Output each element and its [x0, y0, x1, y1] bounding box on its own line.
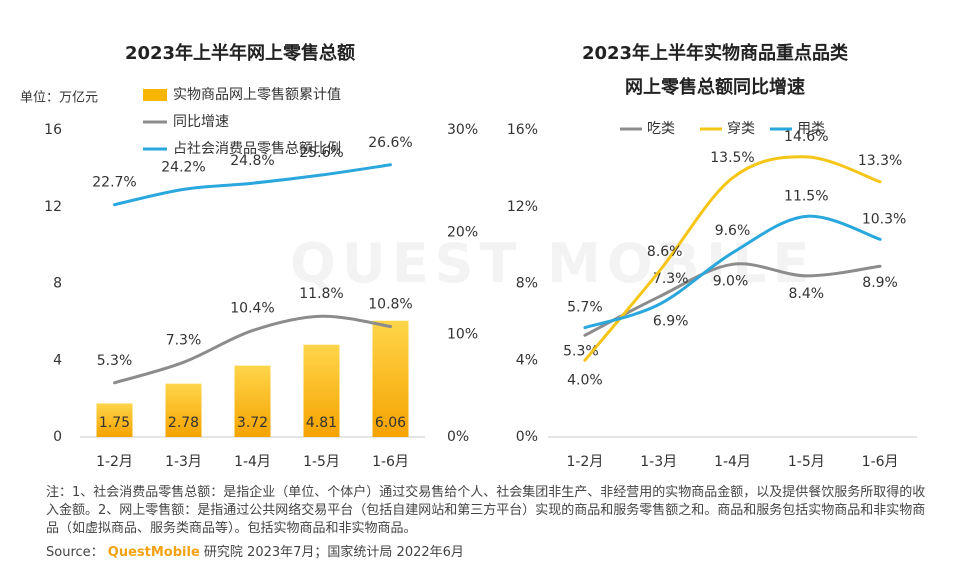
legend-label-right: 吃类 [647, 121, 675, 137]
right-y-tick: 12% [507, 199, 538, 215]
right-data-label: 13.3% [858, 153, 902, 169]
share-data-label: 22.7% [92, 175, 136, 191]
left-x-tick: 1-5月 [303, 454, 340, 470]
bar-data-label: 1.75 [99, 415, 130, 431]
share-data-label: 25.6% [299, 145, 343, 161]
line-series-2 [583, 155, 882, 362]
right-x-tick: 1-2月 [566, 454, 603, 470]
legend-label-line: 占社会消费品零售总额比例 [173, 141, 341, 157]
bar-online-retail [234, 365, 271, 437]
line-share-of-retail [113, 163, 392, 207]
right-chart-title-line2: 网上零售总额同比增速 [625, 77, 805, 98]
bar-data-label: 4.81 [306, 415, 337, 431]
right-data-label: 10.3% [862, 211, 906, 227]
left-y2-tick: 30% [447, 122, 478, 138]
right-x-tick: 1-4月 [714, 454, 751, 470]
left-y2-tick: 10% [447, 327, 478, 343]
left-y-tick: 12 [44, 199, 62, 215]
left-chart-title: 2023年上半年网上零售总额 [124, 43, 356, 64]
right-y-tick: 0% [516, 429, 538, 445]
legend-label-right: 用类 [797, 121, 825, 137]
bar-data-label: 6.06 [375, 415, 406, 431]
bar-online-retail [303, 344, 340, 437]
left-unit-label: 单位：万亿元 [20, 91, 98, 106]
left-x-tick: 1-4月 [234, 454, 271, 470]
line-series-1 [583, 262, 882, 337]
right-data-label: 13.5% [710, 150, 754, 166]
yoy-data-label: 10.8% [368, 296, 412, 312]
source-line: Source： QuestMobile 研究院 2023年7月；国家统计局 20… [46, 541, 464, 560]
left-y-tick: 8 [53, 276, 62, 292]
share-data-label: 26.6% [368, 135, 412, 151]
right-x-tick: 1-3月 [640, 454, 677, 470]
right-data-label: 5.7% [567, 300, 603, 316]
source-brand: QuestMobile [107, 545, 200, 560]
left-y2-tick: 0% [447, 429, 469, 445]
bar-data-label: 2.78 [168, 415, 199, 431]
share-data-label: 24.2% [161, 159, 205, 175]
legend-label-line: 同比增速 [173, 114, 229, 130]
bar-online-retail [165, 383, 202, 437]
legend-label-right: 穿类 [727, 121, 755, 137]
left-x-tick: 1-3月 [165, 454, 202, 470]
left-y-tick: 4 [53, 352, 62, 368]
right-data-label: 8.6% [647, 244, 683, 260]
yoy-data-label: 5.3% [97, 353, 133, 369]
left-x-tick: 1-2月 [96, 454, 133, 470]
right-data-label: 14.6% [784, 129, 828, 145]
footnote: 注：1、社会消费品零售总额：是指企业（单位、个体户）通过交易售给个人、社会集团非… [46, 485, 926, 536]
right-data-label: 6.9% [653, 314, 689, 330]
right-data-label: 9.0% [713, 273, 749, 289]
bar-data-label: 3.72 [237, 415, 268, 431]
yoy-data-label: 10.4% [230, 301, 274, 317]
legend-label-bar: 实物商品网上零售额累计值 [173, 87, 341, 103]
right-data-label: 11.5% [784, 188, 828, 204]
legend-swatch-bar [143, 89, 167, 101]
right-y-tick: 4% [516, 352, 538, 368]
right-data-label: 8.4% [789, 286, 825, 302]
yoy-data-label: 11.8% [299, 286, 343, 302]
right-data-label: 7.3% [653, 271, 689, 287]
right-y-tick: 16% [507, 122, 538, 138]
left-y-tick: 0 [53, 429, 62, 445]
right-chart-title-line1: 2023年上半年实物商品重点品类 [581, 43, 849, 64]
right-x-tick: 1-6月 [862, 454, 899, 470]
yoy-data-label: 7.3% [166, 332, 202, 348]
source-detail: 研究院 2023年7月；国家统计局 2022年6月 [203, 545, 464, 560]
left-y-tick: 16 [44, 122, 62, 138]
line-yoy-growth [113, 314, 392, 385]
bar-online-retail [372, 320, 409, 437]
right-data-label: 4.0% [567, 372, 603, 388]
right-y-tick: 8% [516, 276, 538, 292]
line-series-3 [583, 214, 882, 330]
left-x-tick: 1-6月 [372, 454, 409, 470]
share-data-label: 24.8% [230, 153, 274, 169]
right-data-label: 9.6% [715, 223, 751, 239]
right-x-tick: 1-5月 [788, 454, 825, 470]
right-data-label: 8.9% [862, 275, 898, 291]
left-y2-tick: 20% [447, 224, 478, 240]
source-label: Source： [46, 545, 104, 560]
bar-online-retail [96, 403, 133, 437]
